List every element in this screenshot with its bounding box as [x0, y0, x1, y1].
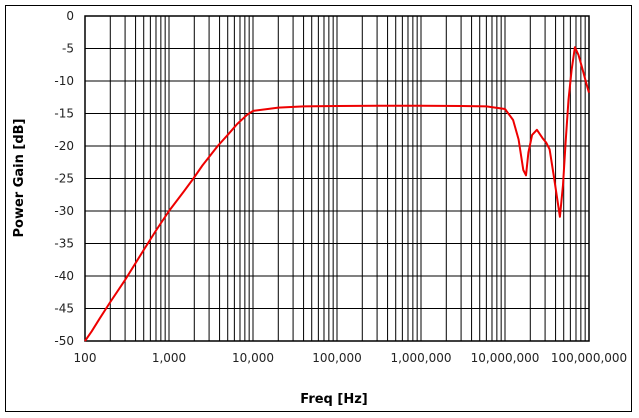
y-tick-label: -40 [54, 269, 74, 283]
y-tick-label: -35 [54, 237, 74, 251]
y-tick-label: -20 [54, 139, 74, 153]
y-tick-label: -30 [54, 204, 74, 218]
x-tick-label: 100 [74, 351, 97, 365]
x-tick-label: 1,000,000 [390, 351, 451, 365]
x-tick-label: 10,000,000 [471, 351, 540, 365]
power-gain-line [84, 46, 590, 342]
x-tick-label: 1,000 [152, 351, 186, 365]
y-tick-label: -10 [54, 74, 74, 88]
x-axis-ticks: 100 1,000 10,000 100,000 1,000,000 10,000,000… [74, 351, 628, 365]
y-tick-label: -50 [54, 334, 74, 348]
y-axis-title: Power Gain [dB] [12, 119, 27, 238]
y-tick-label: -45 [54, 302, 74, 316]
x-tick-label: 100,000 [312, 351, 362, 365]
grid [84, 15, 589, 342]
y-tick-label: 0 [66, 9, 74, 23]
x-axis-title: Freq [Hz] [300, 392, 367, 407]
y-tick-label: -5 [62, 42, 74, 56]
x-tick-label: 10,000 [232, 351, 274, 365]
y-axis-ticks: 0 -5 -10 -15 -20 -25 -30 -35 -40 -45 -50 [54, 9, 74, 348]
x-tick-label: 100,000,000 [551, 351, 627, 365]
y-tick-label: -15 [54, 107, 74, 121]
plot-area [84, 15, 590, 342]
y-tick-label: -25 [54, 172, 74, 186]
